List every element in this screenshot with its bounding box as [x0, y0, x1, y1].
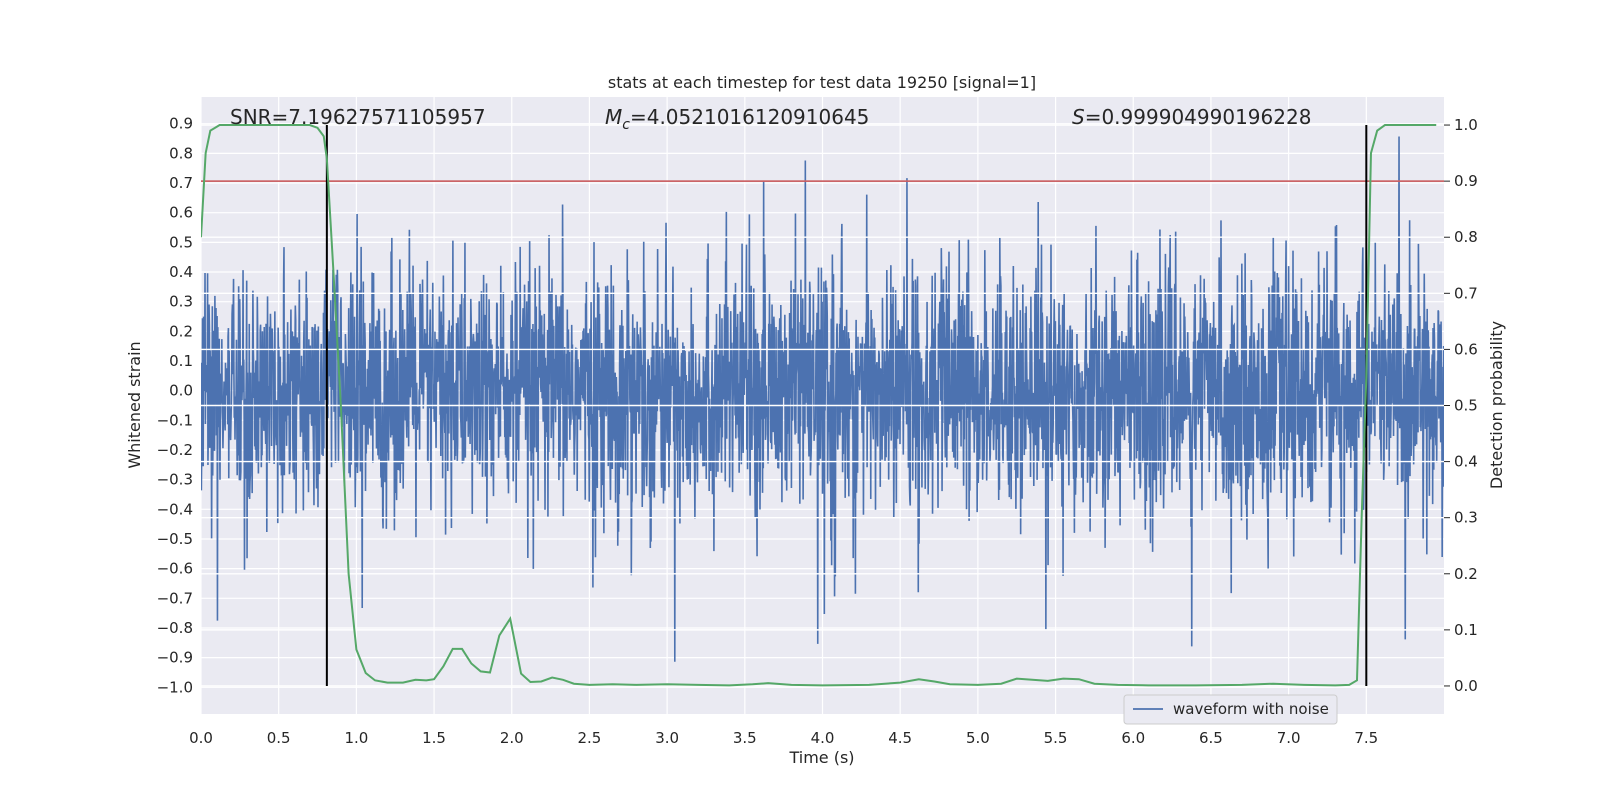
right-axis-ticks: 1.0 0.9 0.8 0.7 0.6 0.5 0.4 0.3 0.2 0.1 0.0 — [1444, 116, 1478, 695]
y-left-tick-label: −0.5 — [157, 530, 193, 548]
score-value: =0.999904990196228 — [1085, 105, 1312, 129]
x-tick-label: 4.5 — [888, 729, 912, 747]
x-tick-label: 6.0 — [1121, 729, 1145, 747]
y-right-tick-label: 0.8 — [1454, 228, 1478, 246]
x-tick-label: 1.0 — [344, 729, 368, 747]
x-tick-label: 7.5 — [1354, 729, 1378, 747]
y-left-tick-label: −0.4 — [157, 500, 193, 518]
chirp-mass-annotation: Mc=4.0521016120910645 — [605, 105, 869, 133]
x-tick-label: 2.5 — [578, 729, 602, 747]
y-left-tick-label: −0.8 — [157, 619, 193, 637]
y-left-tick-label: 0.5 — [169, 233, 193, 251]
y-left-tick-label: 0.2 — [169, 322, 193, 340]
y-right-tick-label: 0.7 — [1454, 284, 1478, 302]
y-axis-label-right: Detection probability — [1487, 321, 1506, 489]
y-left-tick-label: 0.3 — [169, 293, 193, 311]
y-left-tick-label: 0.6 — [169, 204, 193, 222]
y-axis-label-left: Whitened strain — [125, 341, 144, 468]
y-left-tick-label: −0.3 — [157, 471, 193, 489]
x-tick-label: 1.5 — [422, 729, 446, 747]
score-annotation: S=0.999904990196228 — [1072, 105, 1311, 129]
y-left-tick-label: 0.8 — [169, 144, 193, 162]
y-left-tick-label: −1.0 — [157, 678, 193, 696]
y-left-tick-label: −0.7 — [157, 589, 193, 607]
y-right-tick-label: 0.1 — [1454, 621, 1478, 639]
score-symbol: S — [1072, 105, 1085, 129]
x-axis-ticks: 0.0 0.5 1.0 1.5 2.0 2.5 3.0 3.5 4.0 4.5 5.0 5.5 6.0 6… — [189, 729, 1378, 747]
x-tick-label: 7.0 — [1277, 729, 1301, 747]
y-left-tick-label: 0.9 — [169, 115, 193, 133]
x-tick-label: 2.0 — [500, 729, 524, 747]
legend-label: waveform with noise — [1173, 700, 1329, 718]
y-right-tick-label: 0.3 — [1454, 509, 1478, 527]
probability-line — [201, 124, 1437, 687]
y-right-tick-label: 0.2 — [1454, 565, 1478, 583]
left-axis-ticks: 0.9 0.8 0.7 0.6 0.5 0.4 0.3 0.2 0.1 0.0 −0.1 −0.2 −0… — [157, 115, 193, 697]
waveform-line — [201, 136, 1444, 662]
y-left-tick-label: −0.1 — [157, 411, 193, 429]
x-tick-label: 0.5 — [267, 729, 291, 747]
overlay — [201, 124, 1444, 687]
waveform-series — [201, 136, 1444, 662]
x-tick-label: 0.0 — [189, 729, 213, 747]
x-tick-label: 5.0 — [966, 729, 990, 747]
x-tick-label: 6.5 — [1199, 729, 1223, 747]
x-axis-label: Time (s) — [788, 748, 854, 767]
x-tick-label: 5.5 — [1044, 729, 1068, 747]
chirp-mass-value: =4.0521016120910645 — [630, 105, 869, 129]
x-tick-label: 3.5 — [733, 729, 757, 747]
y-left-tick-label: 0.1 — [169, 352, 193, 370]
y-right-tick-label: 0.5 — [1454, 397, 1478, 415]
chirp-mass-subscript: c — [622, 117, 630, 133]
legend: waveform with noise — [1123, 694, 1338, 725]
y-left-tick-label: 0.0 — [169, 382, 193, 400]
y-left-tick-label: −0.6 — [157, 560, 193, 578]
y-right-tick-label: 1.0 — [1454, 116, 1478, 134]
y-left-tick-label: −0.2 — [157, 441, 193, 459]
snr-annotation: SNR=7.19627571105957 — [230, 105, 486, 129]
chart-title: stats at each timestep for test data 192… — [608, 73, 1036, 92]
x-tick-label: 4.0 — [811, 729, 835, 747]
y-left-tick-label: 0.7 — [169, 174, 193, 192]
y-right-tick-label: 0.6 — [1454, 340, 1478, 358]
legend-box — [1123, 694, 1338, 725]
x-tick-label: 3.0 — [655, 729, 679, 747]
y-left-tick-label: 0.4 — [169, 263, 193, 281]
chirp-mass-symbol: M — [605, 105, 622, 129]
y-left-tick-label: −0.9 — [157, 649, 193, 667]
y-right-tick-label: 0.4 — [1454, 453, 1478, 471]
y-right-tick-label: 0.0 — [1454, 677, 1478, 695]
y-right-tick-label: 0.9 — [1454, 172, 1478, 190]
